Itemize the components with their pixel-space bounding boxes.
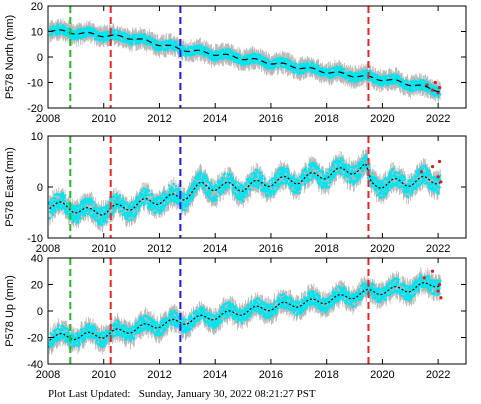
data-points — [48, 23, 442, 99]
x-tick-label: 2018 — [314, 369, 338, 381]
x-tick-label: 2022 — [426, 113, 450, 125]
y-tick-label: -10 — [27, 78, 43, 90]
y-tick-label: -20 — [27, 103, 43, 115]
outlier-point — [437, 282, 442, 287]
outlier-point — [430, 269, 435, 273]
outlier-point — [430, 88, 435, 92]
y-axis-label: P578 North (mm) — [4, 15, 16, 99]
panel-1: 2008 2010 2012 2014 2016 2018 2020 2022 -20 -10 0 1… — [4, 1, 467, 125]
outlier-point — [419, 170, 424, 174]
outlier-point — [437, 159, 442, 164]
panel-2: 2008 2010 2012 2014 2016 2018 2020 2022 -10 0 10 P5… — [4, 131, 467, 255]
x-tick-label: 2020 — [370, 369, 394, 381]
plot-updated-timestamp: Sunday, January 30, 2022 08:21:27 PST — [138, 388, 316, 400]
x-tick-label: 2022 — [426, 243, 450, 255]
outlier-point — [436, 289, 440, 293]
y-tick-label: 10 — [31, 131, 43, 143]
x-tick-label: 2020 — [370, 113, 394, 125]
y-axis-label: P578 Up (mm) — [4, 275, 16, 347]
x-tick-label: 2012 — [147, 113, 171, 125]
y-tick-label: 20 — [31, 1, 43, 13]
y-tick-label: 0 — [37, 182, 43, 194]
x-tick-label: 2012 — [147, 369, 171, 381]
y-axis-label: P578 East (mm) — [4, 147, 16, 226]
outlier-point — [439, 180, 443, 184]
x-tick-label: 2010 — [91, 243, 115, 255]
x-tick-label: 2016 — [259, 369, 283, 381]
x-tick-label: 2008 — [36, 243, 60, 255]
y-tick-label: 20 — [31, 280, 43, 292]
outlier-point — [425, 83, 429, 87]
y-tick-label: -10 — [27, 233, 43, 245]
outlier-point — [433, 80, 437, 85]
x-tick-label: 2012 — [147, 243, 171, 255]
y-tick-label: -20 — [27, 333, 43, 345]
y-tick-label: 10 — [31, 27, 43, 39]
x-tick-label: 2018 — [314, 243, 338, 255]
data-layer — [48, 267, 443, 355]
x-tick-label: 2014 — [203, 369, 227, 381]
outlier-point — [430, 165, 435, 169]
panel-3: 2008 2010 2012 2014 2016 2018 2020 2022 -40 -20 0 2… — [4, 253, 467, 381]
plot-updated-footer: Plot Last Updated: Sunday, January 30, 2… — [48, 388, 316, 400]
x-tick-label: 2020 — [370, 243, 394, 255]
outlier-point — [436, 175, 440, 179]
x-tick-label: 2008 — [36, 113, 60, 125]
x-tick-label: 2010 — [91, 113, 115, 125]
x-tick-label: 2014 — [203, 243, 227, 255]
x-tick-label: 2014 — [203, 113, 227, 125]
data-layer — [48, 18, 442, 104]
y-tick-label: 0 — [37, 52, 43, 64]
y-tick-label: 0 — [37, 306, 43, 318]
x-tick-label: 2010 — [91, 369, 115, 381]
outlier-point — [437, 86, 442, 90]
x-tick-label: 2016 — [259, 243, 283, 255]
y-tick-label: 40 — [31, 253, 43, 265]
model-trend-line — [49, 282, 440, 341]
x-tick-label: 2008 — [36, 369, 60, 381]
plot-updated-label: Plot Last Updated: — [48, 388, 131, 400]
y-tick-label: -40 — [27, 359, 43, 371]
data-layer — [48, 149, 443, 233]
x-tick-label: 2022 — [426, 369, 450, 381]
x-tick-label: 2018 — [314, 113, 338, 125]
x-tick-label: 2016 — [259, 113, 283, 125]
data-points — [48, 153, 442, 227]
outlier-point — [422, 276, 426, 280]
outlier-point — [439, 296, 443, 300]
model-trend-line — [49, 29, 440, 93]
